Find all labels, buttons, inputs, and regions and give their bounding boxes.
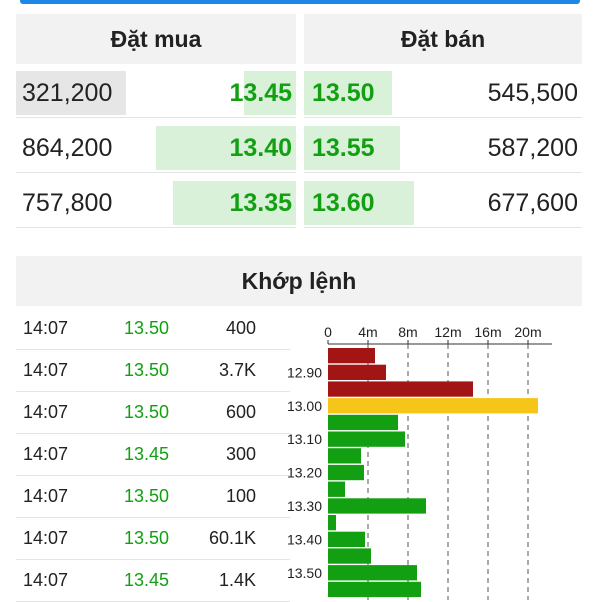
buy-row[interactable]: 321,200 13.45	[16, 69, 296, 118]
price-volume-bar	[328, 381, 473, 397]
sell-volume-bar	[304, 126, 400, 170]
trade-row[interactable]: 14:07 13.45 1.4K	[16, 560, 290, 602]
buy-row[interactable]: 864,200 13.40	[16, 124, 296, 173]
trade-price: 13.45	[124, 444, 170, 464]
trade-volume: 3.7K	[218, 360, 256, 380]
y-tick-label: 13.10	[287, 431, 322, 447]
buy-price[interactable]: 13.35	[229, 189, 292, 217]
volume-by-price-chart: 0 4m 8m 12m 16m 20m 12.90 13.00 13.10 13.20 13.30 1…	[287, 324, 552, 600]
sell-volume-bar	[304, 71, 392, 115]
trade-volume: 1.4K	[218, 570, 256, 590]
x-tick-label: 20m	[514, 324, 541, 340]
buy-volume[interactable]: 321,200	[22, 79, 113, 107]
y-tick-label: 12.90	[287, 364, 322, 380]
sell-price[interactable]: 13.50	[312, 79, 375, 107]
price-volume-bar	[328, 548, 371, 564]
trade-row[interactable]: 14:07 13.50 3.7K	[16, 350, 290, 392]
buy-volume-bar	[173, 181, 296, 225]
price-volume-bar	[328, 348, 375, 364]
trade-volume: 100	[225, 486, 256, 506]
trade-price: 13.50	[124, 402, 170, 422]
buy-volume[interactable]: 864,200	[22, 134, 113, 162]
price-volume-bar	[328, 364, 386, 380]
sell-price[interactable]: 13.60	[312, 189, 375, 217]
trade-price: 13.50	[124, 360, 170, 380]
trade-row[interactable]: 14:07 13.50 600	[16, 392, 290, 434]
price-volume-bar	[328, 565, 417, 581]
price-volume-bar	[328, 581, 421, 598]
x-tick-label: 16m	[474, 324, 501, 340]
x-tick-label: 4m	[358, 324, 377, 340]
trade-time: 14:07	[23, 402, 69, 422]
y-tick-label: 13.50	[287, 565, 322, 581]
sell-volume[interactable]: 587,200	[487, 134, 578, 162]
price-volume-bar	[328, 515, 336, 531]
trade-volume: 300	[225, 444, 256, 464]
sell-volume[interactable]: 677,600	[487, 189, 578, 217]
trade-time: 14:07	[23, 486, 69, 506]
sell-volume-bar	[304, 181, 414, 225]
price-volume-bar	[328, 464, 364, 481]
matched-title: Khớp lệnh	[241, 267, 357, 294]
trade-row[interactable]: 14:07 13.50 100	[16, 476, 290, 518]
trade-time: 14:07	[23, 444, 69, 464]
x-tick-label: 8m	[398, 324, 417, 340]
trade-volume: 60.1K	[208, 528, 256, 548]
trade-time: 14:07	[23, 318, 69, 338]
y-tick-label: 13.00	[287, 398, 322, 414]
buy-volume-bar	[156, 126, 296, 170]
sell-volume[interactable]: 545,500	[487, 79, 578, 107]
sell-price[interactable]: 13.55	[312, 134, 375, 162]
buy-volume[interactable]: 757,800	[22, 189, 113, 217]
price-volume-bar	[328, 398, 538, 414]
trade-row[interactable]: 14:07 13.45 300	[16, 434, 290, 476]
price-volume-bar	[328, 448, 361, 464]
price-volume-bar	[328, 531, 365, 547]
sell-row[interactable]: 13.55 587,200	[304, 124, 582, 173]
trade-time: 14:07	[23, 528, 69, 548]
sell-title: Đặt bán	[400, 25, 486, 52]
buy-price[interactable]: 13.45	[229, 79, 292, 107]
trade-volume: 600	[225, 402, 256, 422]
buy-title: Đặt mua	[110, 25, 202, 52]
trade-price: 13.50	[124, 528, 170, 548]
top-accent-bar	[20, 0, 580, 4]
y-tick-label: 13.30	[287, 498, 322, 514]
price-volume-bar	[328, 414, 398, 431]
trade-price: 13.50	[124, 486, 170, 506]
x-tick-label: 0	[324, 324, 332, 340]
trade-volume: 400	[225, 318, 256, 338]
buy-price[interactable]: 13.40	[229, 134, 292, 162]
buy-volume-bar	[244, 71, 296, 115]
price-volume-bar	[328, 431, 405, 447]
trade-price: 13.45	[124, 570, 170, 590]
x-tick-label: 12m	[434, 324, 461, 340]
y-tick-label: 13.20	[287, 465, 322, 481]
sell-header: Đặt bán	[304, 14, 582, 64]
trade-row[interactable]: 14:07 13.50 60.1K	[16, 518, 290, 560]
sell-row[interactable]: 13.60 677,600	[304, 179, 582, 228]
matched-header: Khớp lệnh	[16, 256, 582, 306]
buy-header: Đặt mua	[16, 14, 296, 64]
trade-price: 13.50	[124, 318, 170, 338]
y-tick-label: 13.40	[287, 531, 322, 547]
trade-row[interactable]: 14:07 13.50 400	[16, 308, 290, 350]
sell-row[interactable]: 13.50 545,500	[304, 69, 582, 118]
trade-time: 14:07	[23, 360, 69, 380]
price-volume-bar	[328, 498, 426, 514]
selected-cell-highlight	[16, 71, 126, 115]
buy-row[interactable]: 757,800 13.35	[16, 179, 296, 228]
trade-time: 14:07	[23, 570, 69, 590]
price-volume-bar	[328, 481, 345, 497]
